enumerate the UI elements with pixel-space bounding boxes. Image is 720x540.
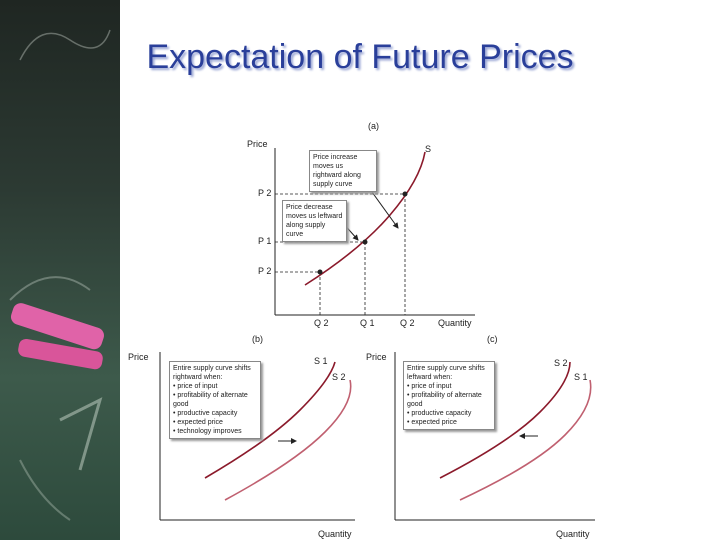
note-shift-rightward: Entire supply curve shifts rightward whe… (169, 361, 261, 439)
panel-a-curve-label: S (425, 144, 432, 154)
panel-a-axes (274, 148, 475, 316)
panel-c-curve-s2 (439, 361, 571, 479)
q-label-high: Q 2 (400, 318, 415, 328)
point-p1 (362, 239, 368, 245)
panel-c-y-axis-label: Price (366, 352, 387, 362)
panel-a-y-axis-label: Price (247, 139, 268, 149)
list-item: • expected price (173, 419, 223, 426)
slide-title: Expectation of Future Prices (146, 38, 574, 76)
increase-arrow (371, 191, 399, 229)
q-label-low: Q 2 (314, 318, 329, 328)
note-price-increase: Price increase moves us rightward along … (309, 150, 377, 192)
panel-b-curve-s2 (224, 379, 352, 501)
panel-a-x-axis-label: Quantity (438, 318, 472, 328)
list-item: • productive capacity (407, 410, 472, 417)
chalkboard-decoration (0, 0, 120, 540)
list-item: • price of input (407, 383, 452, 390)
panel-a-label: (a) (368, 121, 379, 131)
panel-b-axes (159, 352, 355, 521)
note-shift-rightward-list: • price of input • profitability of alte… (173, 382, 257, 436)
panel-b-curve-s1 (204, 361, 336, 479)
q-label-mid: Q 1 (360, 318, 375, 328)
point-p2-high (402, 191, 408, 197)
note-shift-leftward-heading: Entire supply curve shifts leftward when… (407, 365, 485, 381)
panel-b-y-axis-label: Price (128, 352, 149, 362)
list-item: • technology improves (173, 428, 242, 435)
note-shift-leftward-list: • price of input • profitability of alte… (407, 382, 491, 427)
list-item: • productive capacity (173, 410, 238, 417)
list-item: • price of input (173, 383, 218, 390)
list-item: • profitability of alternate good (173, 392, 248, 408)
list-item: • expected price (407, 419, 457, 426)
p-label-top: P 2 (258, 188, 272, 198)
note-shift-rightward-heading: Entire supply curve shifts rightward whe… (173, 365, 251, 381)
note-price-decrease: Price decrease moves us leftward along s… (282, 200, 347, 242)
panel-b-label: (b) (252, 334, 263, 344)
panel-c-axes (394, 352, 595, 521)
panel-a-guides (275, 193, 406, 315)
point-p2-low (317, 269, 323, 275)
panel-c-curve-s1 (459, 379, 592, 501)
panel-c-curve-s2-label: S 2 (554, 358, 568, 368)
panel-c-curve-s1-label: S 1 (574, 372, 588, 382)
note-shift-leftward: Entire supply curve shifts leftward when… (403, 361, 495, 430)
panel-b-curve-s1-label: S 1 (314, 356, 328, 366)
p-label-mid: P 1 (258, 236, 272, 246)
panel-c-label: (c) (487, 334, 498, 344)
panel-b-x-axis-label: Quantity (318, 529, 352, 539)
list-item: • profitability of alternate good (407, 392, 482, 408)
panel-c-x-axis-label: Quantity (556, 529, 590, 539)
p-label-low: P 2 (258, 266, 272, 276)
panel-a-supply-curve (304, 151, 426, 286)
panel-b-curve-s2-label: S 2 (332, 372, 346, 382)
